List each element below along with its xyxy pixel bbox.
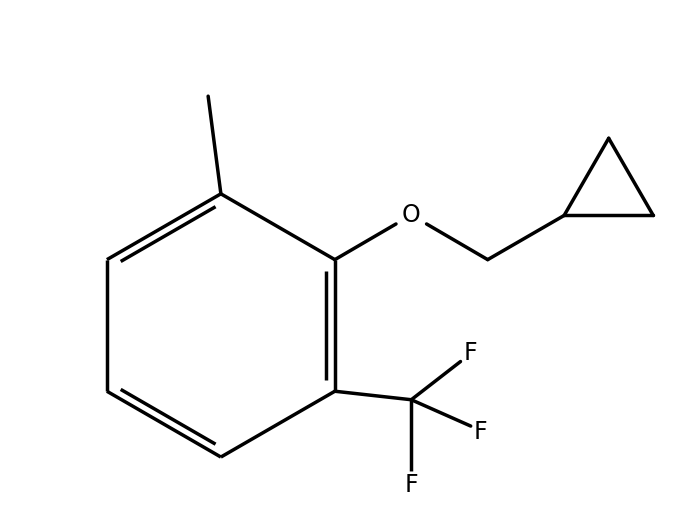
Text: F: F [464,341,477,365]
Text: F: F [474,420,488,444]
Text: F: F [405,472,418,497]
Text: O: O [402,203,420,228]
